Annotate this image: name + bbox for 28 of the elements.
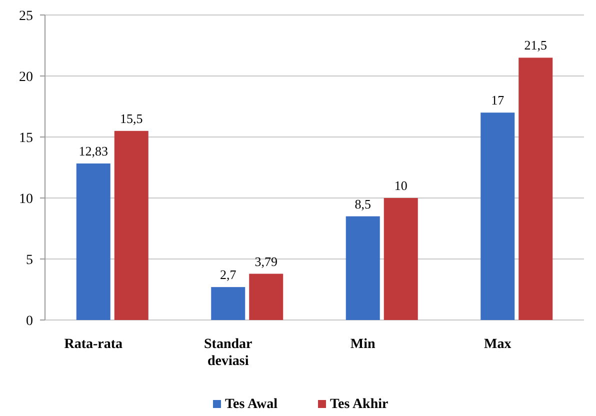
legend-label: Tes Akhir <box>330 397 388 412</box>
x-tick-label: Rata-rata <box>64 337 123 352</box>
bar <box>76 163 110 320</box>
x-tick-label: Standar deviasi <box>204 337 252 369</box>
data-label: 12,83 <box>78 143 108 158</box>
data-label: 8,5 <box>354 196 371 212</box>
data-label: 21,5 <box>524 38 547 53</box>
y-tick-label: 5 <box>26 252 33 268</box>
y-tick-label: 25 <box>19 8 33 24</box>
bar <box>114 130 148 320</box>
bar <box>249 274 284 320</box>
data-label: 2,7 <box>220 267 237 282</box>
y-tick-label: 15 <box>19 130 33 146</box>
legend-label: Tes Awal <box>225 397 278 412</box>
bar <box>384 198 418 320</box>
y-tick-label: 10 <box>19 192 33 207</box>
data-label: 10 <box>394 178 408 193</box>
data-label: 3,79 <box>254 254 278 269</box>
bar <box>480 112 515 320</box>
data-label: 15,5 <box>120 110 143 126</box>
x-tick-label: Max <box>484 337 512 352</box>
bar <box>518 58 553 320</box>
y-tick-label: 20 <box>19 70 33 85</box>
bar <box>346 216 380 320</box>
x-tick-label: Min <box>350 337 376 352</box>
bar <box>211 287 246 320</box>
y-tick-label: 0 <box>26 314 33 329</box>
data-label: 17 <box>491 92 505 108</box>
